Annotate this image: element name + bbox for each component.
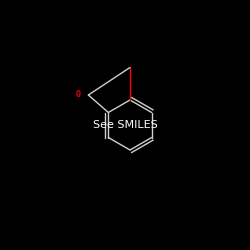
Text: O: O xyxy=(76,90,81,100)
Text: See SMILES: See SMILES xyxy=(92,120,158,130)
